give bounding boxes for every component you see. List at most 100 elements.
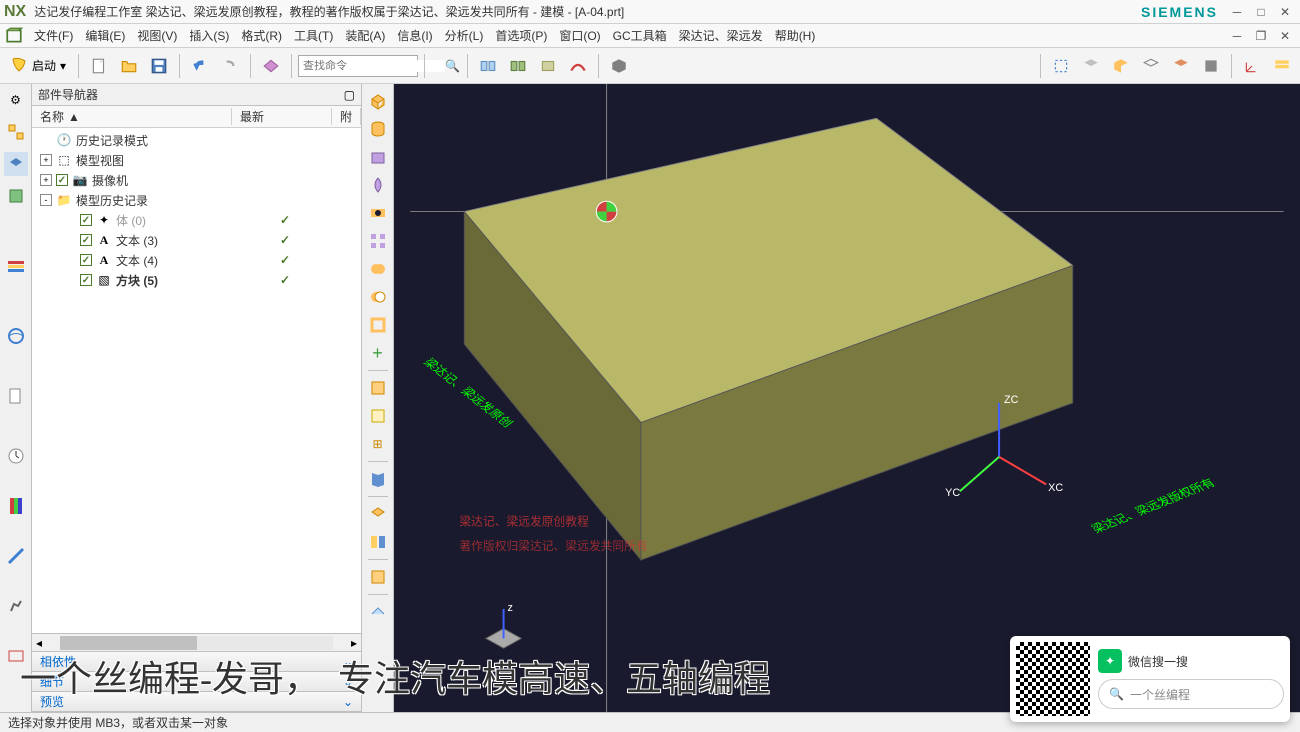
layer-vis-button[interactable] [365,529,391,555]
menu-编辑(E)[interactable]: 编辑(E) [79,24,131,47]
render-button-1[interactable] [1077,52,1105,80]
pattern-button[interactable] [365,228,391,254]
web-icon[interactable] [4,324,28,348]
feature-tree[interactable]: 🕐历史记录模式+⬚模型视图+✓📷摄像机-📁模型历史记录✓✦体 (0)✓✓A文本 … [32,128,361,633]
menu-格式(R)[interactable]: 格式(R) [235,24,288,47]
measure-icon[interactable] [4,544,28,568]
col-attach[interactable]: 附 [332,108,361,125]
col-name[interactable]: 名称 ▲ [32,108,232,125]
tree-row[interactable]: ✓A文本 (4)✓ [32,250,361,270]
tree-row[interactable]: +✓📷摄像机 [32,170,361,190]
revolve-button[interactable] [365,172,391,198]
subtract-button[interactable] [365,284,391,310]
tree-row[interactable]: 🕐历史记录模式 [32,130,361,150]
menu-插入(S)[interactable]: 插入(S) [183,24,235,47]
settings-icon[interactable]: ⚙ [4,88,28,112]
mdi-minimize-button[interactable]: ─ [1226,27,1248,45]
mdi-restore-button[interactable]: ❐ [1250,27,1272,45]
start-button[interactable]: 启动 ▾ [4,52,72,80]
nx-logo: NX [4,3,26,21]
main-toolbar: 启动 ▾ 🔍 [0,48,1300,84]
menu-信息(I)[interactable]: 信息(I) [391,24,438,47]
col-latest[interactable]: 最新 [232,108,332,125]
minimize-button[interactable]: ─ [1226,3,1248,21]
nav-hscroll[interactable]: ◂ ▸ [32,633,361,651]
menu-梁达记、梁远发[interactable]: 梁达记、梁远发 [673,24,769,47]
wechat-search-box: 🔍 一个丝编程 [1098,679,1284,709]
robot-icon[interactable] [4,594,28,618]
sketch-button[interactable] [365,564,391,590]
render-button-5[interactable] [1197,52,1225,80]
unite-button[interactable] [365,256,391,282]
fit-button[interactable] [1047,52,1075,80]
drafting-icon[interactable] [4,644,28,668]
menu-窗口(O)[interactable]: 窗口(O) [553,24,606,47]
layer-button-3[interactable] [534,52,562,80]
render-button-4[interactable] [1167,52,1195,80]
menu-GC工具箱[interactable]: GC工具箱 [607,24,673,47]
grid-button[interactable]: ⊞ [365,431,391,457]
save-button[interactable] [145,52,173,80]
shade-button[interactable] [605,52,633,80]
redo-button[interactable] [216,52,244,80]
add-button[interactable]: + [365,340,391,366]
nav-footer-相依性[interactable]: 相依性⌄ [32,652,361,672]
new-button[interactable] [85,52,113,80]
menu-视图(V)[interactable]: 视图(V) [131,24,183,47]
cylinder-button[interactable] [365,116,391,142]
iso-button[interactable] [365,501,391,527]
menu-首选项(P)[interactable]: 首选项(P) [489,24,553,47]
layer-button-2[interactable] [504,52,532,80]
resource-bar: ⚙ [0,84,32,712]
title-bar: NX 达记发仔编程工作室 梁达记、梁远发原创教程，教程的著作版权属于梁达记、梁远… [0,0,1300,24]
tree-row[interactable]: ✓A文本 (3)✓ [32,230,361,250]
hole-button[interactable] [365,200,391,226]
curve-button[interactable] [564,52,592,80]
region-button[interactable] [365,403,391,429]
undo-button[interactable] [186,52,214,80]
extrude-button[interactable] [365,144,391,170]
menu-工具(T)[interactable]: 工具(T) [288,24,339,47]
history-icon[interactable] [4,254,28,278]
tree-row[interactable]: +⬚模型视图 [32,150,361,170]
reuse-lib-icon[interactable] [4,184,28,208]
face-button[interactable] [365,375,391,401]
clock-icon[interactable] [4,444,28,468]
wcs-button[interactable] [1238,52,1266,80]
menu-帮助(H)[interactable]: 帮助(H) [769,24,822,47]
qr-code [1016,642,1090,716]
open-button[interactable] [115,52,143,80]
view-button[interactable] [257,52,285,80]
sheet-icon[interactable] [4,384,28,408]
palette-icon[interactable] [4,494,28,518]
layer-button-1[interactable] [474,52,502,80]
tree-row[interactable]: -📁模型历史记录 [32,190,361,210]
assembly-nav-icon[interactable] [4,120,28,144]
menu-分析(L)[interactable]: 分析(L) [439,24,490,47]
status-text: 选择对象并使用 MB3，或者双击某一对象 [8,714,228,731]
part-nav-icon[interactable] [4,152,28,176]
close-button[interactable]: ✕ [1274,3,1296,21]
tree-row[interactable]: ✓▧方块 (5)✓ [32,270,361,290]
nav-footer-细节[interactable]: 细节⌄ [32,672,361,692]
chevron-down-icon: ▾ [60,59,66,73]
tree-row[interactable]: ✓✦体 (0)✓ [32,210,361,230]
render-button-3[interactable] [1137,52,1165,80]
3d-viewport[interactable]: 梁达记、梁远发原创 梁达记、梁远发版权所有 梁达记、梁远发原创教程 著作版权归梁… [394,84,1300,712]
book-button[interactable] [365,466,391,492]
datum-button[interactable] [365,599,391,625]
navigator-title: 部件导航器 [38,86,344,103]
maximize-button[interactable]: □ [1250,3,1272,21]
svg-text:著作版权归梁达记、梁远发共同所有: 著作版权归梁达记、梁远发共同所有 [459,539,647,553]
mdi-close-button[interactable]: ✕ [1274,27,1296,45]
pin-icon[interactable]: ▢ [344,88,355,102]
nav-footer-预览[interactable]: 预览⌄ [32,692,361,712]
block-feature-button[interactable] [365,88,391,114]
menu-装配(A)[interactable]: 装配(A) [339,24,391,47]
render-button-2[interactable] [1107,52,1135,80]
command-search[interactable]: 🔍 [298,55,418,77]
search-icon: 🔍 [445,59,460,73]
shell-button[interactable] [365,312,391,338]
menu-文件(F)[interactable]: 文件(F) [28,24,79,47]
layer-settings-button[interactable] [1268,52,1296,80]
